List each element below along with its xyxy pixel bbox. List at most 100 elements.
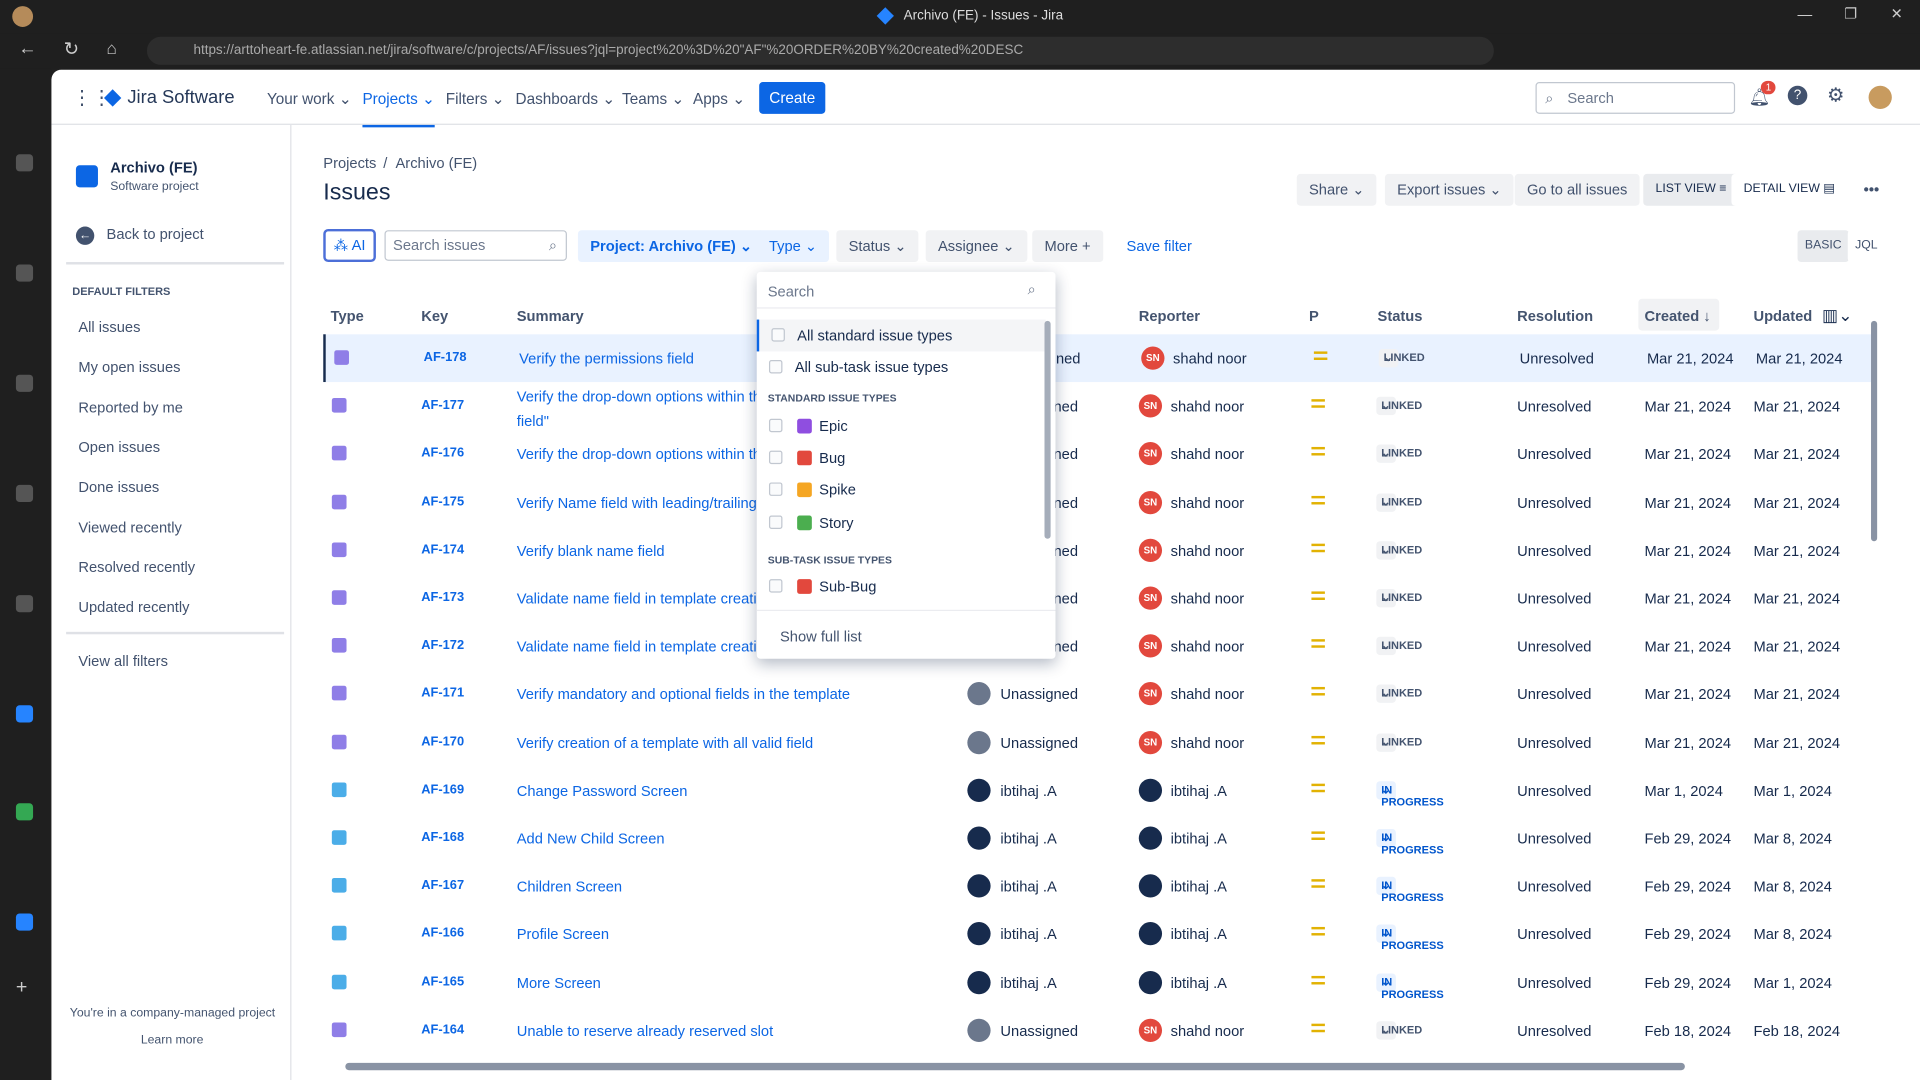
option-story[interactable]: Story [757, 506, 1046, 538]
save-filter-link[interactable]: Save filter [1126, 237, 1192, 255]
checkbox[interactable] [768, 418, 783, 433]
checkbox[interactable] [768, 482, 783, 497]
issue-summary[interactable]: Verify the permissions field [519, 350, 694, 368]
issue-summary[interactable]: Verify blank name field [516, 542, 665, 560]
ai-search-button[interactable]: ⁂ AI [323, 228, 376, 263]
detail-view-button[interactable]: DETAIL VIEW ▤ [1731, 173, 1848, 206]
issue-key[interactable]: AF-174 [421, 542, 465, 557]
issue-key[interactable]: AF-168 [421, 830, 465, 845]
vertical-scrollbar[interactable] [1871, 320, 1878, 542]
jira-tab-icon[interactable] [15, 913, 34, 931]
issue-summary[interactable]: Change Password Screen [516, 782, 688, 800]
home-icon[interactable]: ⌂ [106, 37, 117, 58]
option-all-standard[interactable]: All standard issue types [756, 319, 1046, 352]
column-header-type[interactable]: Type [330, 307, 364, 325]
issue-key[interactable]: AF-170 [421, 734, 465, 749]
status-badge[interactable]: LINKED ⌄ [1376, 540, 1422, 560]
assignee[interactable]: Unassigned [1000, 1022, 1079, 1040]
issue-summary[interactable]: Verify Name field with leading/trailing [516, 494, 757, 512]
project-filter[interactable]: Project: Archivo (FE) ⌄ [577, 230, 765, 263]
dropdown-scrollbar[interactable] [1044, 320, 1051, 539]
table-row[interactable]: AF-169 Change Password Screen ibtihaj .A… [323, 766, 1873, 814]
profile-avatar[interactable] [12, 6, 34, 27]
url-field[interactable]: https://arttoheart-fe.atlassian.net/jira… [146, 36, 1494, 65]
column-header-priority[interactable]: P [1308, 307, 1319, 325]
create-button[interactable]: Create [759, 82, 826, 114]
more-filters-button[interactable]: More + [1032, 230, 1103, 263]
issue-key[interactable]: AF-173 [421, 590, 465, 605]
assignee[interactable]: ibtihaj .A [1000, 878, 1057, 896]
status-badge[interactable]: LINKED ⌄ [1378, 348, 1425, 368]
status-badge[interactable]: LINKED ⌄ [1376, 588, 1422, 608]
list-view-button[interactable]: LIST VIEW ≡ [1643, 173, 1739, 206]
checkbox[interactable] [771, 328, 785, 342]
assignee[interactable]: ibtihaj .A [1000, 974, 1057, 992]
status-badge[interactable]: LINKED ⌄ [1376, 1020, 1422, 1040]
global-search-input[interactable]: ⌕ Search [1535, 82, 1736, 114]
minimize-icon[interactable]: — [1797, 6, 1813, 24]
sidebar-icon[interactable] [15, 264, 34, 282]
nav-apps[interactable]: Apps ⌄ [693, 90, 746, 108]
status-badge[interactable]: IN PROGRESS ⌄ [1376, 780, 1444, 808]
assignee[interactable]: ibtihaj .A [1000, 830, 1057, 848]
status-badge[interactable]: IN PROGRESS ⌄ [1376, 876, 1444, 904]
user-avatar[interactable] [1868, 85, 1892, 109]
sidebar-icon[interactable] [15, 374, 34, 392]
learn-more-link[interactable]: Learn more [140, 1033, 204, 1047]
option-bug[interactable]: Bug [757, 442, 1046, 474]
filter-reported-by-me[interactable]: Reported by me [78, 399, 183, 417]
status-badge[interactable]: LINKED ⌄ [1376, 492, 1422, 512]
assignee-filter[interactable]: Assignee ⌄ [925, 230, 1028, 263]
option-all-subtask[interactable]: All sub-task issue types [757, 351, 1046, 383]
issue-key[interactable]: AF-172 [421, 638, 465, 653]
issue-key[interactable]: AF-169 [421, 782, 465, 797]
app-switcher-icon[interactable]: ⋮⋮ [72, 88, 112, 109]
filter-updated-recently[interactable]: Updated recently [78, 598, 190, 616]
sidebar-icon[interactable] [15, 484, 34, 503]
column-header-status[interactable]: Status [1377, 307, 1423, 325]
nav-filters[interactable]: Filters ⌄ [445, 90, 505, 108]
table-row[interactable]: AF-165 More Screen ibtihaj .A ibtihaj .A… [323, 958, 1873, 1006]
filter-open-issues[interactable]: Open issues [78, 438, 161, 456]
restore-icon[interactable]: ❐ [1844, 4, 1858, 23]
filter-all-issues[interactable]: All issues [78, 318, 141, 336]
status-badge[interactable]: LINKED ⌄ [1376, 444, 1422, 464]
checkbox[interactable] [768, 360, 783, 374]
column-header-summary[interactable]: Summary [516, 307, 584, 325]
issue-key[interactable]: AF-165 [421, 974, 465, 989]
search-issues-input[interactable]: Search issues ⌕ [384, 230, 567, 261]
filter-done-issues[interactable]: Done issues [78, 478, 160, 496]
issue-summary[interactable]: Validate name field in template creatio [516, 590, 765, 608]
assignee[interactable]: ibtihaj .A [1000, 926, 1057, 944]
columns-config-icon[interactable]: ▥⌄ [1822, 304, 1853, 325]
status-badge[interactable]: LINKED ⌄ [1376, 636, 1422, 656]
issue-key[interactable]: AF-175 [421, 494, 465, 509]
nav-teams[interactable]: Teams ⌄ [622, 90, 685, 108]
nav-dashboards[interactable]: Dashboards ⌄ [515, 90, 616, 108]
issue-summary[interactable]: Unable to reserve already reserved slot [516, 1022, 774, 1040]
filter-my-open-issues[interactable]: My open issues [78, 358, 181, 376]
table-row[interactable]: AF-174 Verify blank name field Unassigne… [323, 526, 1873, 574]
sidebar-icon[interactable] [15, 154, 34, 172]
column-header-resolution[interactable]: Resolution [1517, 307, 1594, 325]
add-icon[interactable]: + [15, 977, 28, 998]
more-actions-icon[interactable]: ••• [1851, 173, 1892, 206]
go-to-all-issues-button[interactable]: Go to all issues [1514, 173, 1640, 206]
table-row[interactable]: AF-171 Verify mandatory and optional fie… [323, 670, 1873, 718]
type-filter[interactable]: Type ⌄ [756, 230, 830, 263]
issue-key[interactable]: AF-176 [421, 446, 465, 461]
checkbox[interactable] [768, 515, 783, 529]
jira-tab-icon[interactable] [15, 705, 34, 723]
nav-your-work[interactable]: Your work ⌄ [266, 90, 352, 108]
nav-projects[interactable]: Projects ⌄ [362, 89, 435, 128]
breadcrumb-projects[interactable]: Projects [323, 154, 377, 172]
issue-summary[interactable]: Children Screen [516, 878, 623, 896]
table-row[interactable]: AF-166 Profile Screen ibtihaj .A ibtihaj… [323, 910, 1873, 958]
table-row[interactable]: AF-172 Validate name field in template c… [323, 622, 1873, 670]
option-spike[interactable]: Spike [757, 474, 1046, 506]
type-search-input[interactable]: Search ⌕ [756, 272, 1056, 309]
issue-summary[interactable]: Add New Child Screen [516, 830, 665, 848]
table-row[interactable]: AF-177 Verify the drop-down options with… [323, 382, 1873, 430]
view-all-filters-link[interactable]: View all filters [78, 652, 168, 670]
issue-key[interactable]: AF-167 [421, 878, 465, 893]
